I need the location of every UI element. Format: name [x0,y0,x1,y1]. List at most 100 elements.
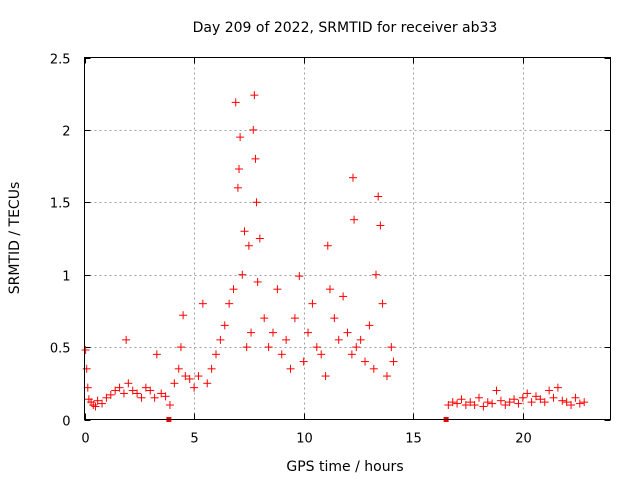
data-point [549,393,558,402]
data-point [308,299,317,308]
data-point [510,395,519,404]
chart-title: Day 209 of 2022, SRMTID for receiver ab3… [193,20,498,36]
plot-frame [84,57,611,420]
data-point [133,389,142,398]
data-point [179,311,188,320]
data-point [571,393,580,402]
data-point [496,396,505,405]
data-point [466,398,475,407]
data-point [470,401,479,410]
y-tick-label: 1.5 [50,197,71,212]
data-point [350,215,359,224]
data-point [98,399,107,408]
grid [84,57,611,420]
data-point [264,343,273,352]
data-point [152,350,161,359]
data-point [536,395,545,404]
data-point [250,91,259,100]
data-point [567,401,576,410]
data-point [501,401,510,410]
data-point [378,299,387,308]
data-point [553,383,562,392]
data-point [174,364,183,373]
data-point [165,401,174,410]
data-point [382,372,391,381]
data-point [198,299,207,308]
data-point [457,395,466,404]
data-point [334,335,343,344]
x-tick-label: 20 [515,432,532,447]
data-point [190,383,199,392]
data-point [150,393,159,402]
y-axis-label: SRMTID / TECUs [7,182,23,295]
y-tick-label: 2 [62,125,70,140]
y-tick-label: 0 [62,415,70,430]
x-axis-label: GPS time / hours [286,459,403,475]
data-point [141,383,150,392]
data-point [249,125,258,134]
data-point [295,272,304,281]
data-point [102,393,111,402]
data-point [376,221,385,230]
data-point [343,328,352,337]
data-point [562,398,571,407]
data-point [545,386,554,395]
data-point [580,398,589,407]
data-point [157,389,166,398]
data-point [361,357,370,366]
data-point [128,386,137,395]
data-point [531,392,540,401]
data-point [365,321,374,330]
data-point [115,383,124,392]
data-point [286,364,295,373]
x-tick-label: 5 [190,432,198,447]
data-point [253,277,262,286]
data-point [527,398,536,407]
data-point [448,398,457,407]
y-tick-label: 0.5 [50,342,71,357]
data-point [225,299,234,308]
data-point [240,227,249,236]
data-point [575,399,584,408]
data-point [514,399,523,408]
data-point [229,285,238,294]
data-point [203,379,212,388]
data-point [161,392,170,401]
data-point [252,198,261,207]
data-point [389,357,398,366]
data-point [91,402,100,411]
data-point [323,241,332,250]
data-point [238,270,247,279]
x-tick-label: 10 [296,432,313,447]
data-point [321,372,330,381]
data-point [325,285,334,294]
data-point [356,335,365,344]
data-point [236,133,245,142]
data-point [558,396,567,405]
data-point [137,393,146,402]
data-point [242,343,251,352]
data-point [339,292,348,301]
x-tick-label: 0 [81,432,89,447]
data-point [235,164,244,173]
data-point [260,314,269,323]
data-point [233,183,242,192]
data-point [312,343,321,352]
data-point [181,372,190,381]
data-point [122,335,131,344]
data-point [93,396,102,405]
data-point [244,241,253,250]
data-point [231,98,240,107]
data-point [453,399,462,408]
tick-labels: 0 0.5 1 1.5 2 2.5 0 5 10 15 20 [50,53,532,447]
data-point [277,350,286,359]
data-point [523,389,532,398]
axis-ticks [84,57,611,421]
data-point [352,343,361,352]
data-point [83,383,92,392]
data-point [505,398,514,407]
data-point [540,398,549,407]
data-point [317,350,326,359]
x-tick-label: 15 [405,432,422,447]
